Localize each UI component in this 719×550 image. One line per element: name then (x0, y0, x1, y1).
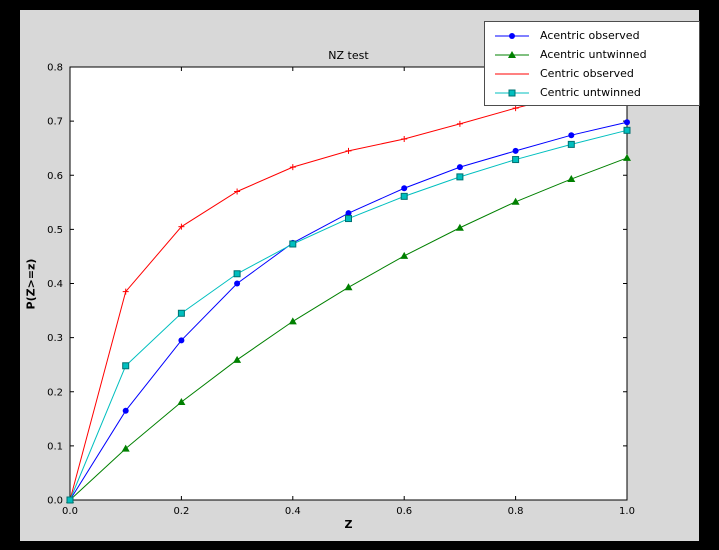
y-tick-label: 0.7 (47, 117, 63, 128)
series-centric-untwinned (66, 126, 631, 504)
chart-title: NZ test (328, 49, 369, 62)
legend-label: Acentric observed (540, 29, 640, 42)
x-tick-label: 0.6 (396, 506, 412, 517)
legend-item: Centric untwinned (485, 83, 699, 102)
chart-legend: Acentric observed Acentric untwinned Cen… (484, 21, 700, 106)
legend-line-sample (493, 86, 531, 100)
legend-label: Acentric untwinned (540, 48, 647, 61)
y-tick-label: 0.1 (47, 441, 63, 452)
legend-label: Centric observed (540, 67, 634, 80)
legend-line-sample (493, 48, 531, 62)
y-tick-label: 0.8 (47, 63, 63, 74)
legend-sample-glyph (495, 50, 529, 58)
legend-sample-glyph (495, 32, 529, 39)
legend-item: Acentric untwinned (485, 45, 699, 64)
legend-line-sample (493, 29, 531, 43)
legend-sample-glyph (495, 89, 529, 96)
legend-item: Centric observed (485, 64, 699, 83)
legend-label: Centric untwinned (540, 86, 641, 99)
y-tick-label: 0.6 (47, 171, 63, 182)
y-tick-label: 0.3 (47, 333, 63, 344)
x-tick-label: 0.0 (62, 506, 78, 517)
y-tick-label: 0.4 (47, 279, 63, 290)
x-tick-label: 0.2 (173, 506, 189, 517)
x-axis-label: Z (344, 518, 353, 531)
y-tick-label: 0.0 (47, 496, 63, 507)
legend-item: Acentric observed (485, 26, 699, 45)
x-tick-label: 0.4 (285, 506, 301, 517)
series-acentric-untwinned (66, 153, 631, 503)
legend-sample-glyph (495, 73, 529, 74)
legend-line-sample (493, 67, 531, 81)
y-axis-label: P(Z>=z) (24, 258, 38, 310)
x-tick-label: 0.8 (508, 506, 524, 517)
y-tick-label: 0.2 (47, 387, 63, 398)
y-tick-label: 0.5 (47, 225, 63, 236)
x-tick-label: 1.0 (619, 506, 635, 517)
